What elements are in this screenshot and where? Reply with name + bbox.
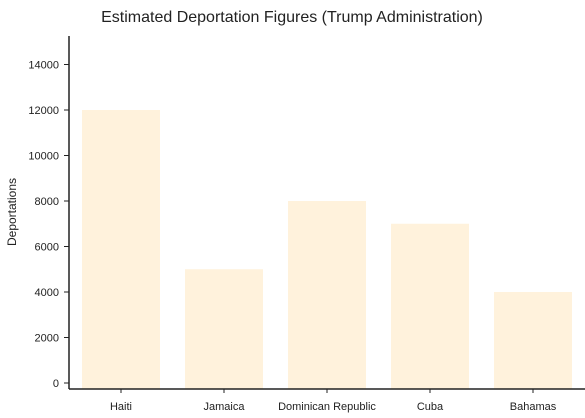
x-axis-ticks: Haiti Jamaica Dominican Republic Cuba Bahama… — [110, 389, 557, 413]
chart-title: Estimated Deportation Figures (Trump Adm… — [101, 9, 483, 26]
y-tick-label: 10000 — [28, 151, 59, 163]
x-tick-label: Jamaica — [204, 401, 246, 413]
x-tick-label: Haiti — [110, 401, 132, 413]
bar-haiti — [82, 110, 160, 389]
bars-group — [82, 110, 572, 389]
y-tick-label: 2000 — [35, 333, 59, 345]
y-tick-label: 14000 — [28, 60, 59, 72]
y-tick-label: 12000 — [28, 105, 59, 117]
x-tick-label: Cuba — [417, 401, 444, 413]
bar-cuba — [391, 223, 469, 389]
y-tick-label: 6000 — [35, 242, 59, 254]
y-tick-label: 4000 — [35, 287, 59, 299]
bar-jamaica — [185, 269, 263, 389]
y-tick-label: 0 — [53, 378, 59, 390]
bar-bahamas — [494, 292, 572, 389]
y-tick-label: 8000 — [35, 196, 59, 208]
y-axis-label: Deportations — [5, 178, 19, 246]
bar-dominican-republic — [288, 201, 366, 389]
x-tick-label: Dominican Republic — [278, 401, 376, 413]
x-tick-label: Bahamas — [510, 401, 557, 413]
y-axis-ticks: 0 2000 4000 6000 8000 10000 12000 14000 — [28, 60, 69, 390]
